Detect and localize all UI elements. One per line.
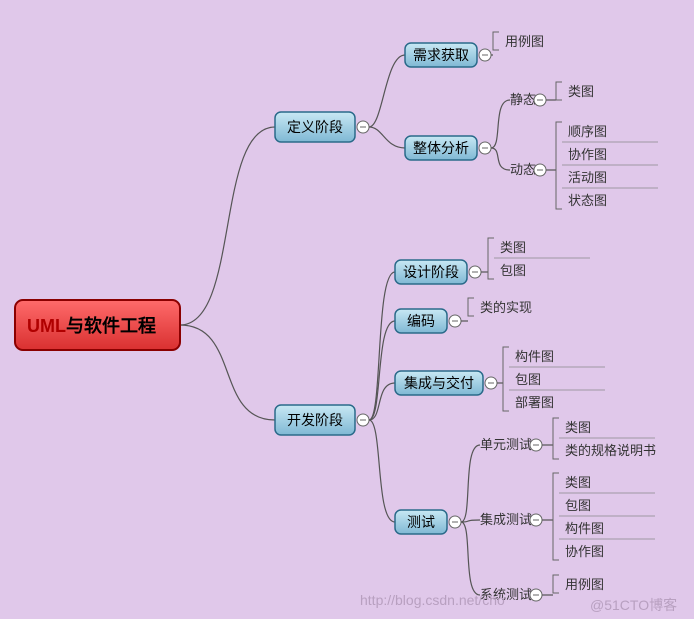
leaf-label: 协作图 [565,544,604,559]
child-label: 需求获取 [413,47,469,63]
collapse-toggle[interactable] [449,315,461,327]
leaf-label: 活动图 [568,170,607,185]
leaf-label: 包图 [500,263,526,278]
child-label: 设计阶段 [403,264,459,280]
collapse-toggle[interactable] [534,164,546,176]
collapse-toggle[interactable] [449,516,461,528]
leaf-label: 用例图 [505,34,544,49]
collapse-toggle[interactable] [479,142,491,154]
collapse-toggle[interactable] [479,49,491,61]
branch-label: 定义阶段 [287,119,343,135]
leaf-label: 协作图 [568,147,607,162]
child-label: 测试 [407,514,435,530]
sub-label: 静态 [510,92,536,107]
leaf-label: 顺序图 [568,124,607,139]
watermark: @51CTO博客 [590,597,677,613]
child-label: 集成与交付 [404,375,474,391]
leaf-label: 用例图 [565,577,604,592]
sub-label: 集成测试 [480,512,532,527]
leaf-label: 类的规格说明书 [565,443,656,458]
branch-label: 开发阶段 [287,412,343,428]
collapse-toggle[interactable] [530,439,542,451]
leaf-label: 类图 [568,84,594,99]
leaf-label: 部署图 [515,395,554,410]
leaf-label: 类的实现 [480,300,532,315]
root-label: UML与软件工程 [27,315,156,336]
collapse-toggle[interactable] [485,377,497,389]
collapse-toggle[interactable] [357,121,369,133]
collapse-toggle[interactable] [530,514,542,526]
leaf-label: 类图 [500,240,526,255]
leaf-label: 类图 [565,475,591,490]
sub-label: 动态 [510,162,536,177]
leaf-label: 类图 [565,420,591,435]
child-label: 编码 [407,313,435,329]
leaf-label: 状态图 [568,193,607,208]
collapse-toggle[interactable] [469,266,481,278]
collapse-toggle[interactable] [534,94,546,106]
child-label: 整体分析 [413,140,469,156]
leaf-label: 构件图 [565,521,604,536]
mindmap-diagram: UML与软件工程定义阶段需求获取用例图整体分析静态类图动态顺序图协作图活动图状态… [0,0,694,619]
leaf-label: 包图 [515,372,541,387]
sub-label: 单元测试 [480,437,532,452]
watermark: http://blog.csdn.net/cho [360,592,505,608]
leaf-label: 构件图 [515,349,554,364]
collapse-toggle[interactable] [357,414,369,426]
collapse-toggle[interactable] [530,589,542,601]
leaf-label: 包图 [565,498,591,513]
